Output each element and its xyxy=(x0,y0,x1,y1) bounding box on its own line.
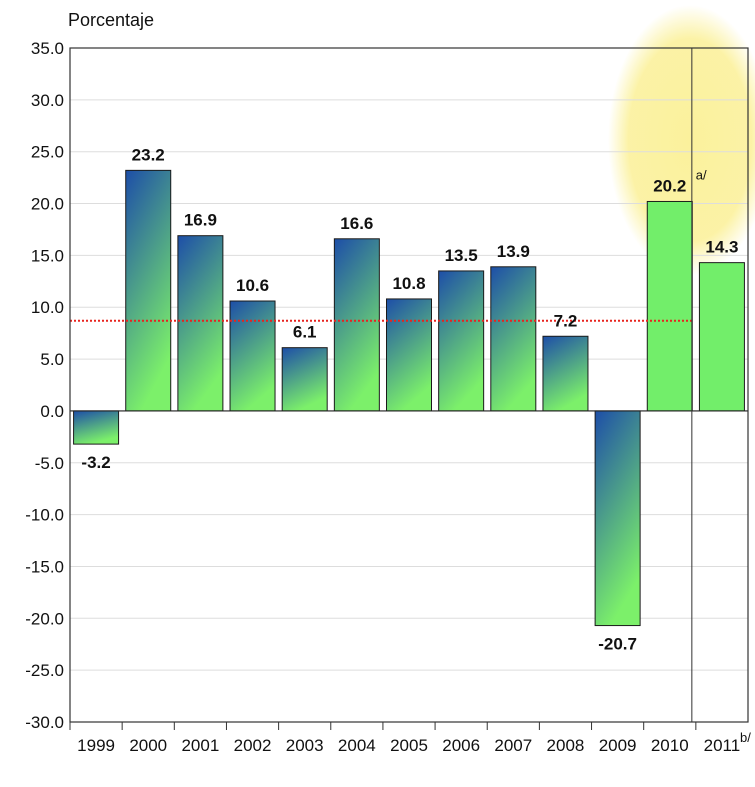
y-tick-label: 10.0 xyxy=(31,298,64,317)
x-tick-label: 2002 xyxy=(234,736,272,755)
x-tick-label: 2011 xyxy=(704,736,741,755)
value-label-2008: 7.2 xyxy=(554,311,578,330)
labels: 35.0 30.0 25.0 20.0 15.0 10.0 5.0 0.0 -5.0 -10.0 -… xyxy=(25,39,751,755)
x-tick-label: 2004 xyxy=(338,736,376,755)
x-tick-label: 2007 xyxy=(494,736,532,755)
plot-frame xyxy=(69,47,749,730)
value-label-2004: 16.6 xyxy=(340,214,373,233)
value-label-2005: 10.8 xyxy=(392,274,425,293)
x-tick-label: 2003 xyxy=(286,736,324,755)
y-tick-label: 15.0 xyxy=(31,246,64,265)
y-tick-label: -15.0 xyxy=(25,557,64,576)
value-label-2009: -20.7 xyxy=(598,635,637,654)
bars xyxy=(73,169,745,627)
bar-2001 xyxy=(177,235,224,412)
y-tick-label: -25.0 xyxy=(25,661,64,680)
bar-2010 xyxy=(646,200,693,412)
bar-2011 xyxy=(698,262,745,412)
y-tick-label: 35.0 xyxy=(31,39,64,58)
value-label-2010: 20.2 xyxy=(653,176,686,195)
bar-2005 xyxy=(386,298,432,412)
value-label-2003: 6.1 xyxy=(293,323,317,342)
value-label-1999: -3.2 xyxy=(81,453,110,472)
bar-2006 xyxy=(438,270,485,412)
bar-2007 xyxy=(490,266,537,412)
y-tick-label: -5.0 xyxy=(35,454,64,473)
value-label-2002: 10.6 xyxy=(236,276,269,295)
x-tick-label: 2005 xyxy=(390,736,428,755)
x-tick-label: 2010 xyxy=(651,736,689,755)
bar-2003 xyxy=(281,347,328,412)
y-tick-label: 30.0 xyxy=(31,91,64,110)
value-label-2011: 14.3 xyxy=(705,238,738,257)
bar-2009 xyxy=(594,410,641,627)
value-label-2001: 16.9 xyxy=(184,211,217,230)
value-label-2000: 23.2 xyxy=(132,145,165,164)
x-tick-label: 1999 xyxy=(77,736,115,755)
highlight-ellipse xyxy=(608,5,755,275)
bar-2004 xyxy=(333,238,380,412)
y-tick-label: 25.0 xyxy=(31,143,64,162)
y-tick-label: -20.0 xyxy=(25,609,64,628)
bar-2002 xyxy=(229,300,276,412)
y-tick-label: 5.0 xyxy=(40,350,64,369)
x-tick-label: 2006 xyxy=(442,736,480,755)
note-b: b/ xyxy=(740,730,751,745)
x-tick-label: 2008 xyxy=(547,736,585,755)
note-a: a/ xyxy=(696,167,707,182)
bar-2000 xyxy=(125,169,172,412)
y-tick-label: -30.0 xyxy=(25,713,64,732)
x-tick-label: 2009 xyxy=(599,736,637,755)
plot-border xyxy=(69,47,749,723)
value-label-2006: 13.5 xyxy=(445,246,478,265)
value-label-2007: 13.9 xyxy=(497,242,530,261)
bar-2008 xyxy=(542,335,589,412)
bar-1999 xyxy=(73,410,120,445)
y-axis-label: Porcentaje xyxy=(68,10,154,30)
x-tick-label: 2001 xyxy=(181,736,219,755)
y-tick-label: 20.0 xyxy=(31,195,64,214)
y-tick-label: -10.0 xyxy=(25,506,64,525)
x-tick-label: 2000 xyxy=(129,736,167,755)
y-tick-label: 0.0 xyxy=(40,402,64,421)
